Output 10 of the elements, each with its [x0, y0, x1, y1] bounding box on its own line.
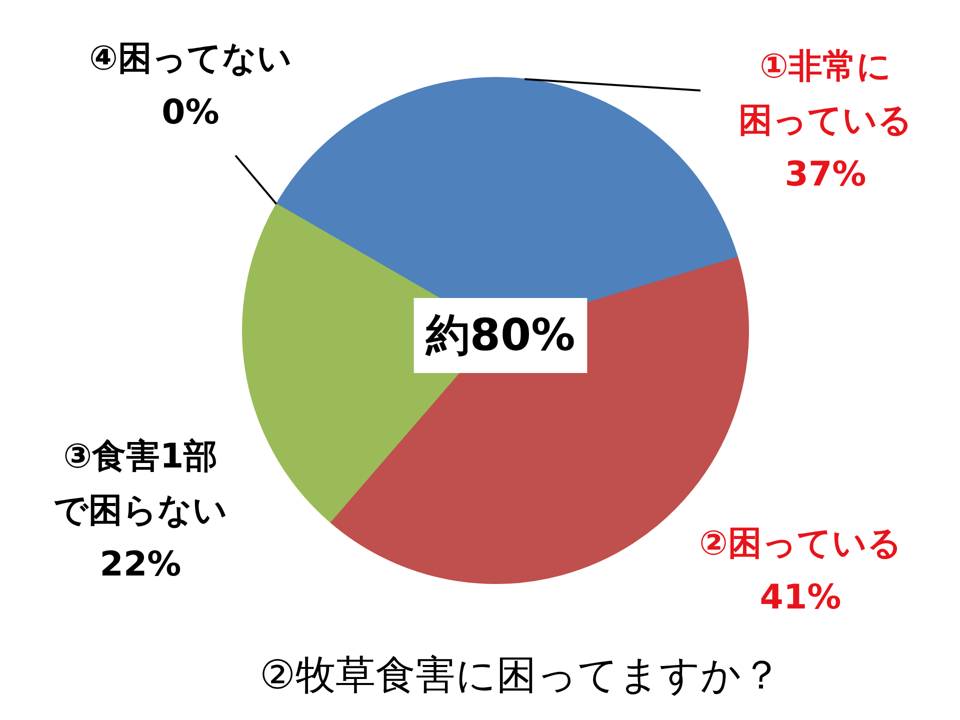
text: 約80% — [424, 310, 576, 361]
data-label: 37% — [784, 154, 866, 194]
slice-label: ③食害1部で困らない — [54, 436, 228, 530]
category-label: ④困ってない — [89, 38, 292, 78]
data-label: 22% — [100, 544, 182, 584]
text: 0% — [162, 92, 220, 132]
slice-label: ②困っている — [699, 524, 902, 564]
slice-label: ①非常に困っている — [738, 46, 912, 140]
data-label: 41% — [760, 578, 842, 618]
text: ②牧草食害に困ってますか？ — [260, 652, 782, 698]
